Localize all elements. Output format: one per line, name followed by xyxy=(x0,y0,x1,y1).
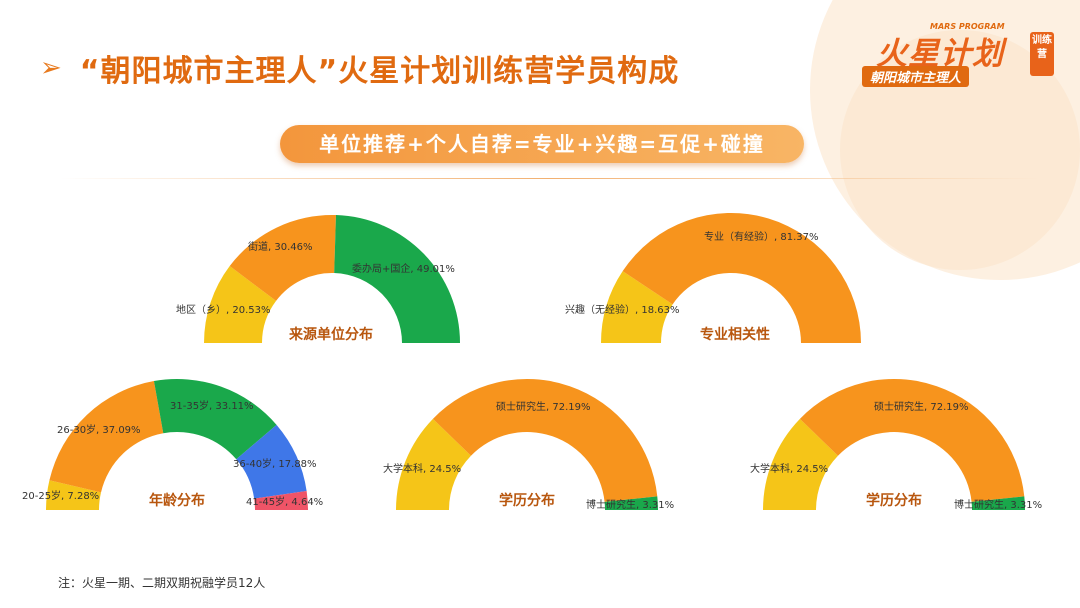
chart-4-data-label-1: 大学本科, 24.5% xyxy=(383,462,461,475)
chart-3-segment-2 xyxy=(49,381,164,493)
arrow-bullet-icon: ➢ xyxy=(40,53,62,83)
chart-4-data-label-2: 硕士研究生, 72.19% xyxy=(496,400,591,413)
chart-2-segment-2 xyxy=(622,213,861,343)
decor-circle-small xyxy=(840,30,1080,270)
chart-3-segment-3 xyxy=(153,379,277,460)
chart-1-data-label-1: 地区（乡）, 20.53% xyxy=(176,303,271,316)
chart-3-data-label-1: 20-25岁, 7.28% xyxy=(22,489,99,502)
chart-1-segment-1 xyxy=(204,266,277,343)
chart-3-title: 年龄分布 xyxy=(149,492,205,509)
chart-5-data-label-1: 大学本科, 24.5% xyxy=(750,462,828,475)
chart-5-title: 学历分布 xyxy=(866,492,922,509)
divider-line xyxy=(60,178,1040,179)
chart-2-segment-1 xyxy=(601,271,673,343)
chart-2-data-label-2: 专业（有经验）, 81.37% xyxy=(704,230,819,243)
logo-side-text: 训练营 xyxy=(1030,32,1054,76)
chart-4-segment-1 xyxy=(396,418,471,510)
chart-5-data-label-3: 博士研究生, 3.31% xyxy=(954,498,1042,511)
chart-2-title: 专业相关性 xyxy=(700,326,770,343)
chart-5-data-label-2: 硕士研究生, 72.19% xyxy=(874,400,969,413)
chart-5-segment-2 xyxy=(799,379,1025,502)
title-row: ➢ “朝阳城市主理人”火星计划训练营学员构成 xyxy=(40,48,680,89)
chart-1-segment-3 xyxy=(334,215,460,343)
chart-3-data-label-5: 41-45岁, 4.64% xyxy=(246,495,323,508)
chart-1-data-label-3: 委办局+国企, 49.01% xyxy=(352,262,455,275)
chart-3-segment-4 xyxy=(236,424,307,499)
chart-4-segment-2 xyxy=(432,379,658,502)
donut-chart-4: 大学本科, 24.5% 硕士研究生, 72.19% 博士研究生, 3.31% 学历分布 xyxy=(383,379,674,511)
chart-4-segment-3 xyxy=(604,496,658,510)
chart-3-data-label-2: 26-30岁, 37.09% xyxy=(57,423,141,436)
slogan-banner: 单位推荐+个人自荐=专业+兴趣=互促+碰撞 xyxy=(280,125,804,163)
chart-4-data-label-3: 博士研究生, 3.31% xyxy=(586,498,674,511)
donut-chart-5: 大学本科, 24.5% 硕士研究生, 72.19% 博士研究生, 3.31% 学历分布 xyxy=(750,379,1042,511)
donut-chart-1: 地区（乡）, 20.53% 街道, 30.46% 委办局+国企, 49.01% 来源单… xyxy=(176,215,460,343)
chart-5-segment-1 xyxy=(763,418,838,510)
chart-1-title: 来源单位分布 xyxy=(288,326,373,343)
chart-1-segment-2 xyxy=(229,215,336,301)
page-title: “朝阳城市主理人”火星计划训练营学员构成 xyxy=(79,54,680,89)
chart-1-data-label-2: 街道, 30.46% xyxy=(248,240,313,253)
chart-3-segment-1 xyxy=(46,480,102,510)
chart-5-segment-3 xyxy=(971,496,1025,510)
chart-2-data-label-1: 兴趣（无经验）, 18.63% xyxy=(565,303,680,316)
donut-chart-3: 20-25岁, 7.28% 26-30岁, 37.09% 31-35岁, 33.11… xyxy=(22,379,323,510)
chart-4-title: 学历分布 xyxy=(499,492,555,509)
chart-3-data-label-3: 31-35岁, 33.11% xyxy=(170,399,254,412)
chart-3-data-label-4: 36-40岁, 17.88% xyxy=(233,457,317,470)
donut-chart-2: 兴趣（无经验）, 18.63% 专业（有经验）, 81.37% 专业相关性 xyxy=(565,213,861,343)
logo-tag: MARS PROGRAM xyxy=(930,22,1005,31)
program-logo: MARS PROGRAM 火星计划 训练营 朝阳城市主理人 xyxy=(862,22,1062,87)
footer-note: 注：火星一期、二期双期祝融学员12人 xyxy=(58,576,266,590)
logo-sub-text: 朝阳城市主理人 xyxy=(862,66,970,87)
chart-3-segment-5 xyxy=(254,490,308,510)
